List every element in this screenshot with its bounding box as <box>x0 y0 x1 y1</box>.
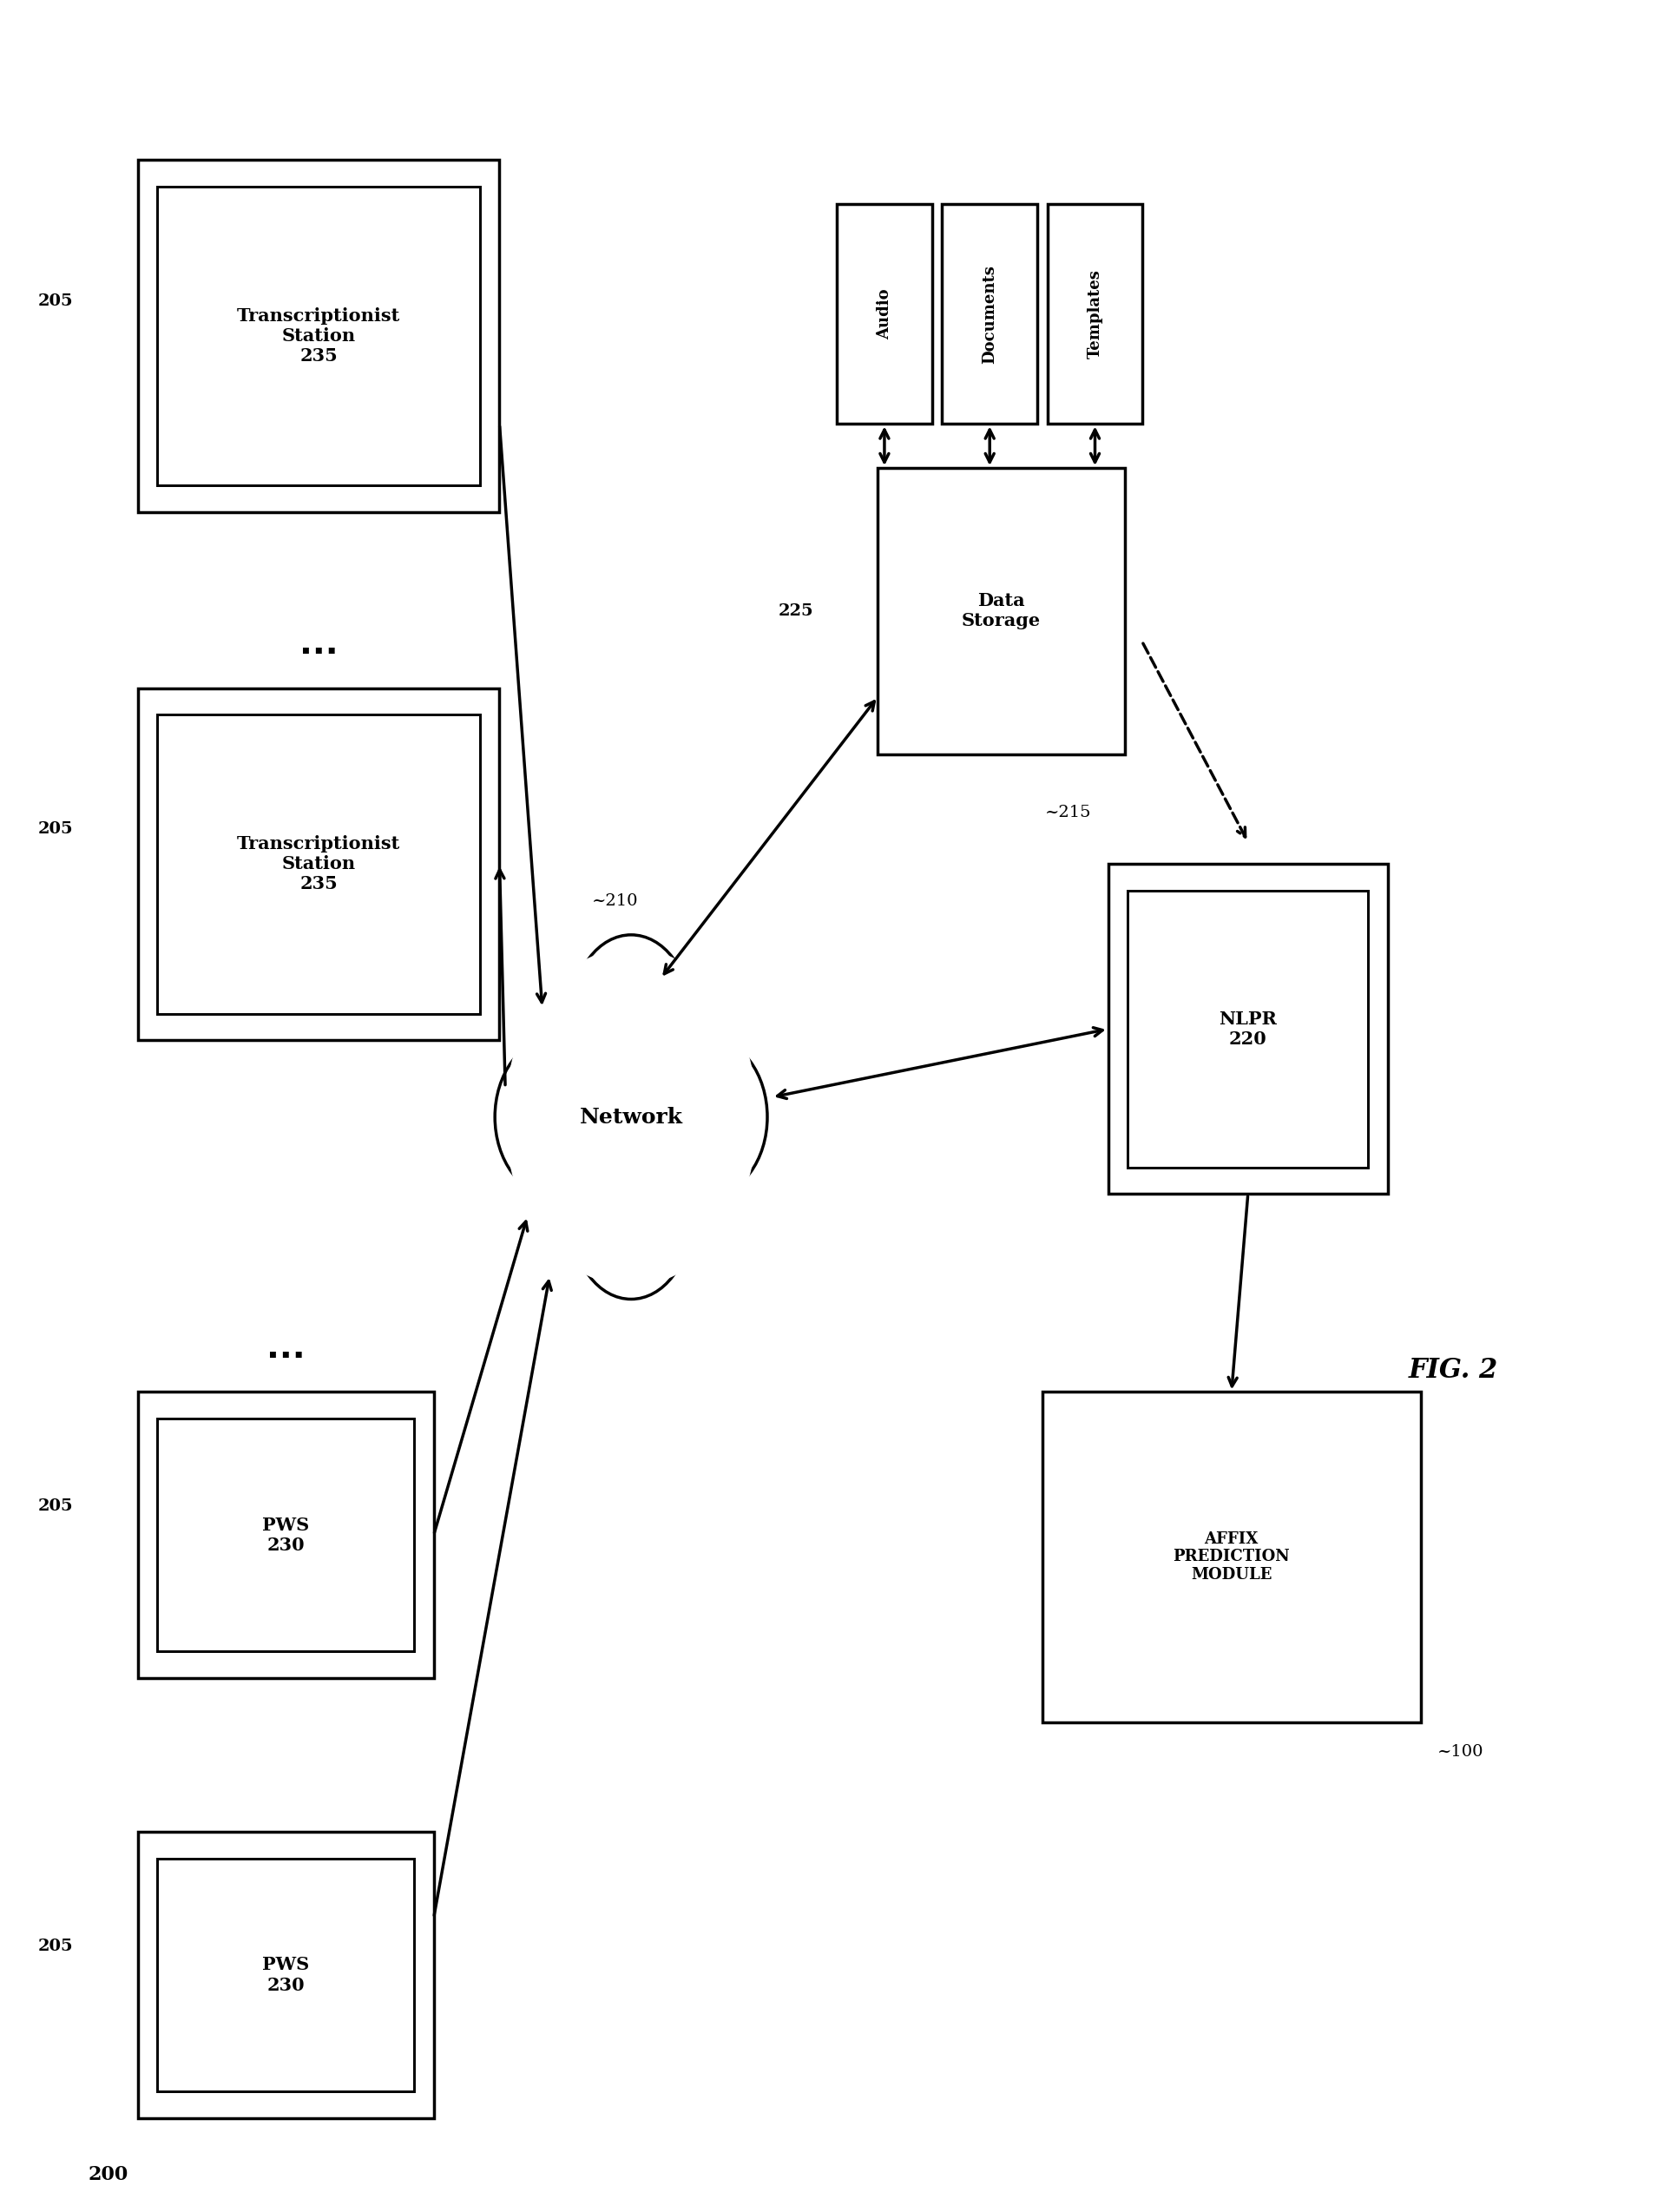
Text: ...: ... <box>300 628 338 661</box>
Text: ~210: ~210 <box>592 894 638 909</box>
Text: Templates: Templates <box>1087 270 1104 358</box>
Bar <box>157 714 481 1013</box>
Bar <box>1109 865 1389 1194</box>
Circle shape <box>572 936 691 1093</box>
Text: Audio: Audio <box>877 288 891 338</box>
Circle shape <box>495 1037 613 1197</box>
Text: PWS
230: PWS 230 <box>262 1955 310 1993</box>
Circle shape <box>636 984 731 1110</box>
Bar <box>1128 891 1369 1168</box>
Text: FIG. 2: FIG. 2 <box>1408 1356 1498 1382</box>
Text: ~215: ~215 <box>1046 805 1092 821</box>
Text: 205: 205 <box>38 821 73 836</box>
Bar <box>157 1418 414 1652</box>
Bar <box>157 186 481 487</box>
Text: Data
Storage: Data Storage <box>961 593 1041 630</box>
Bar <box>138 1391 434 1679</box>
Circle shape <box>550 1009 713 1225</box>
Text: 205: 205 <box>38 1938 73 1953</box>
Text: ...: ... <box>267 1332 305 1365</box>
Circle shape <box>532 984 626 1110</box>
Text: 225: 225 <box>779 604 814 619</box>
Bar <box>157 1858 414 2093</box>
Text: 205: 205 <box>38 1498 73 1515</box>
Bar <box>878 469 1125 754</box>
Bar <box>138 159 499 511</box>
Circle shape <box>572 1141 691 1298</box>
Circle shape <box>650 1037 767 1197</box>
Text: 200: 200 <box>88 2166 129 2183</box>
Circle shape <box>636 1124 731 1250</box>
Text: PWS
230: PWS 230 <box>262 1515 310 1553</box>
Bar <box>837 204 933 425</box>
Bar <box>138 1832 434 2117</box>
Circle shape <box>505 949 757 1285</box>
Bar <box>1047 204 1143 425</box>
Text: AFFIX
PREDICTION
MODULE: AFFIX PREDICTION MODULE <box>1173 1531 1291 1584</box>
Text: Transcriptionist
Station
235: Transcriptionist Station 235 <box>237 307 401 365</box>
Bar <box>138 688 499 1040</box>
Text: NLPR
220: NLPR 220 <box>1220 1011 1278 1048</box>
Text: 205: 205 <box>38 292 73 310</box>
Bar <box>1042 1391 1420 1721</box>
Text: Network: Network <box>580 1106 683 1128</box>
Circle shape <box>532 1124 626 1250</box>
Text: ~100: ~100 <box>1437 1743 1483 1759</box>
Text: Documents: Documents <box>983 265 998 363</box>
Bar <box>941 204 1037 425</box>
Text: Transcriptionist
Station
235: Transcriptionist Station 235 <box>237 836 401 894</box>
